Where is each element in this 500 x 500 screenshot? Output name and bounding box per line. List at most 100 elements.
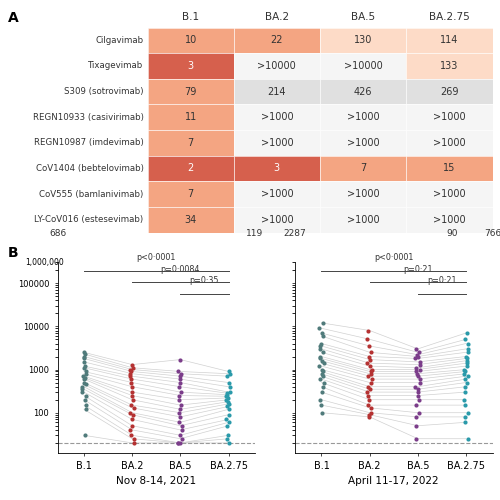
Text: p<0·0001: p<0·0001 — [136, 253, 176, 262]
Point — [80, 352, 88, 360]
Text: 7: 7 — [188, 189, 194, 199]
Point — [366, 352, 374, 360]
Point — [316, 396, 324, 404]
Text: >10000: >10000 — [258, 61, 296, 71]
Point — [176, 370, 184, 378]
Point — [82, 370, 90, 378]
Point — [412, 422, 420, 430]
Text: >1000: >1000 — [260, 189, 293, 199]
Text: >1000: >1000 — [347, 189, 380, 199]
Text: REGN10987 (imdevimab): REGN10987 (imdevimab) — [34, 138, 144, 147]
Point — [224, 422, 232, 430]
Point — [176, 372, 184, 380]
Point — [416, 360, 424, 368]
Text: 269: 269 — [440, 86, 458, 97]
Point — [462, 388, 469, 396]
Point — [130, 439, 138, 447]
Point — [464, 372, 471, 380]
Text: >1000: >1000 — [433, 189, 466, 199]
Point — [412, 354, 420, 362]
Point — [129, 396, 137, 404]
Text: BA.5: BA.5 — [351, 12, 375, 22]
Point — [461, 382, 469, 390]
Point — [126, 372, 134, 380]
Point — [462, 359, 470, 367]
Point — [460, 366, 468, 374]
Point — [175, 382, 183, 390]
Point — [224, 378, 232, 386]
Text: 426: 426 — [354, 86, 372, 97]
Text: p=0·21: p=0·21 — [427, 276, 456, 285]
Point — [224, 398, 232, 406]
Text: p=0·0084: p=0·0084 — [160, 264, 200, 274]
Point — [176, 356, 184, 364]
Point — [416, 378, 424, 386]
Point — [128, 360, 136, 368]
Point — [412, 364, 420, 372]
Point — [80, 372, 88, 380]
Point — [81, 350, 89, 358]
Text: 7: 7 — [360, 164, 366, 173]
Point — [461, 368, 469, 376]
Text: 686: 686 — [49, 229, 66, 238]
Point — [82, 432, 90, 440]
Text: A: A — [8, 11, 18, 25]
Text: S309 (sotrovimab): S309 (sotrovimab) — [64, 87, 144, 96]
Point — [412, 382, 420, 390]
Point — [414, 388, 422, 396]
Point — [463, 378, 471, 386]
Text: 15: 15 — [443, 164, 456, 173]
Point — [226, 439, 234, 447]
Point — [224, 402, 232, 410]
Text: >1000: >1000 — [433, 112, 466, 122]
Point — [82, 374, 90, 382]
Point — [367, 370, 375, 378]
Point — [128, 392, 136, 400]
Text: >1000: >1000 — [347, 138, 380, 148]
Text: BA.2: BA.2 — [265, 12, 289, 22]
Point — [316, 342, 324, 350]
Point — [176, 439, 184, 447]
Point — [464, 340, 471, 347]
Text: >1000: >1000 — [260, 138, 293, 148]
Point — [224, 434, 232, 442]
Point — [226, 382, 234, 390]
Point — [318, 340, 326, 347]
Text: 133: 133 — [440, 61, 458, 71]
Text: >1000: >1000 — [433, 214, 466, 224]
Point — [318, 388, 326, 396]
Point — [366, 342, 374, 350]
Point — [364, 359, 372, 367]
Point — [365, 410, 373, 418]
Point — [126, 432, 134, 440]
Point — [414, 372, 422, 380]
Point — [176, 406, 184, 413]
Text: CoV555 (bamlanivimab): CoV555 (bamlanivimab) — [39, 190, 144, 198]
Point — [460, 413, 468, 421]
Point — [316, 375, 324, 383]
Point — [318, 370, 326, 378]
Point — [414, 352, 422, 360]
Point — [464, 348, 472, 356]
Point — [364, 336, 372, 344]
Point — [368, 375, 376, 383]
Point — [316, 354, 324, 362]
Point — [80, 364, 88, 372]
Point — [82, 368, 90, 376]
Point — [368, 378, 376, 386]
Point — [366, 356, 374, 364]
Text: CoV1404 (bebtelovimab): CoV1404 (bebtelovimab) — [36, 164, 144, 173]
Point — [318, 356, 326, 364]
Point — [460, 370, 468, 378]
Point — [320, 378, 328, 386]
Point — [318, 366, 326, 374]
Point — [224, 394, 232, 402]
Text: 130: 130 — [354, 36, 372, 46]
Point — [128, 388, 136, 396]
Text: 119: 119 — [246, 229, 264, 238]
Text: 3: 3 — [188, 61, 194, 71]
Point — [176, 413, 184, 421]
Point — [367, 404, 375, 412]
Point — [462, 375, 469, 383]
Point — [224, 432, 232, 440]
